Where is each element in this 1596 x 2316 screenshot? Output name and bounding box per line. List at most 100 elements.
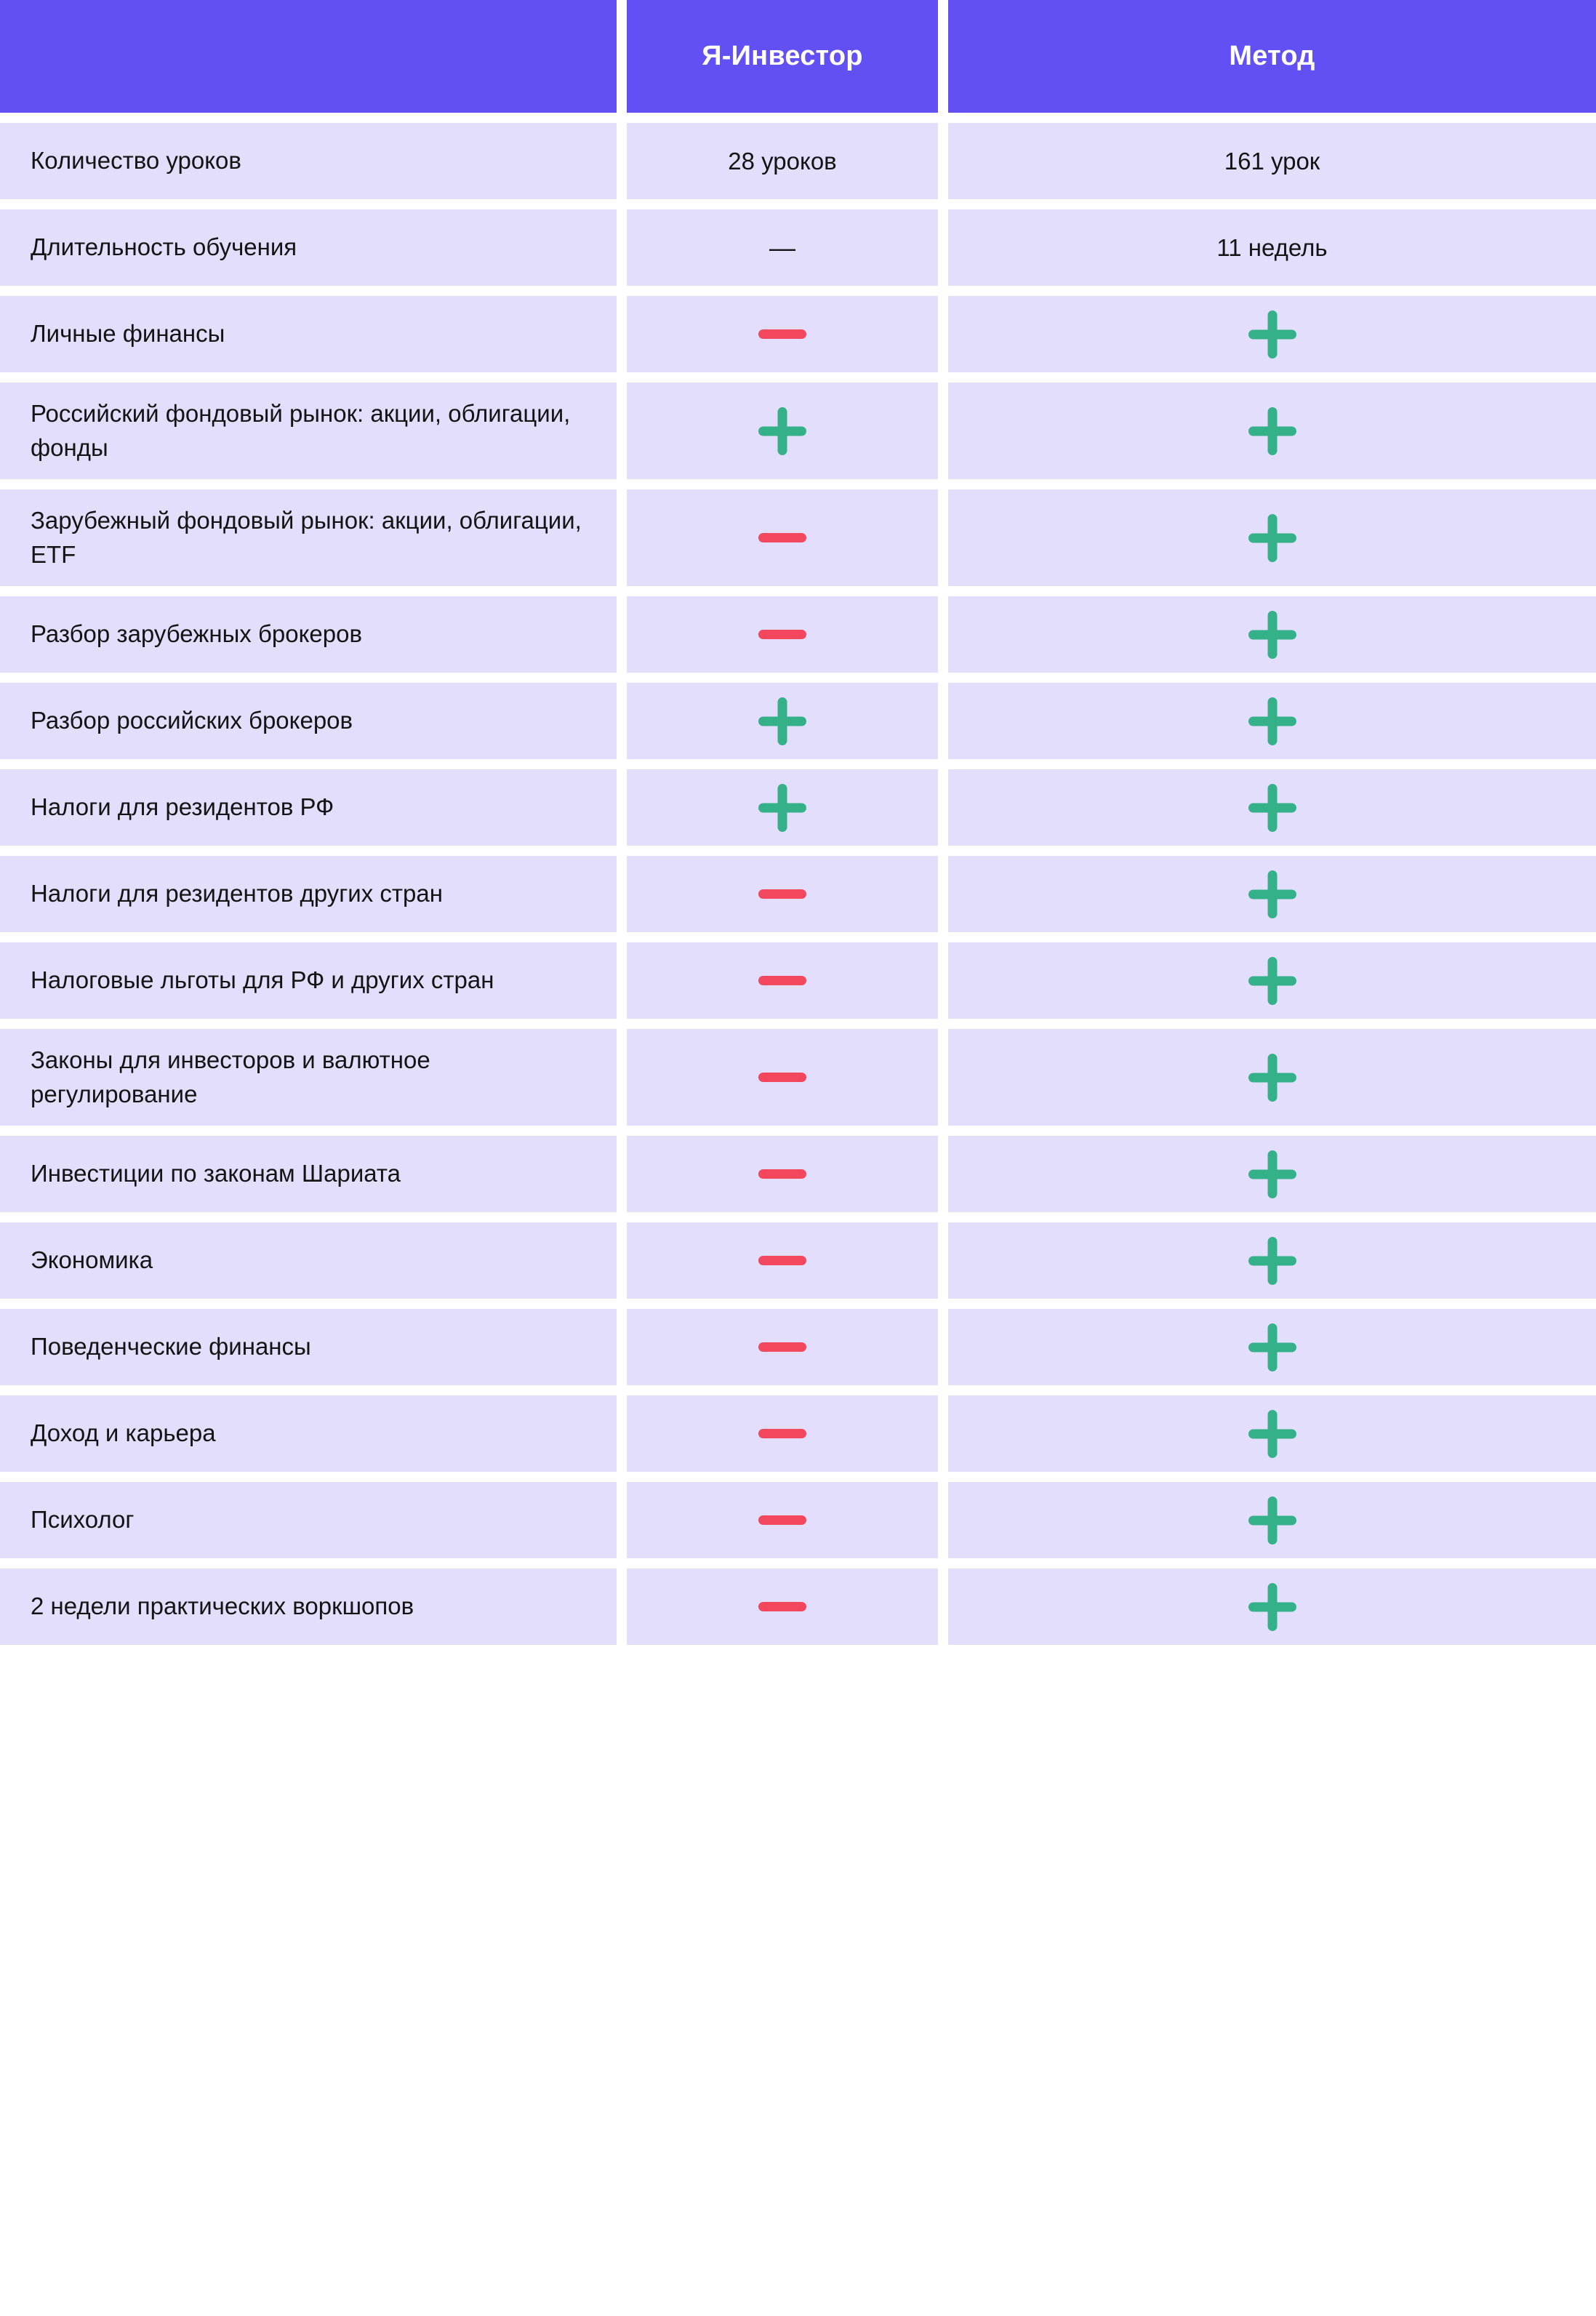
plus-icon: [1248, 697, 1296, 745]
plus-icon: [1248, 1496, 1296, 1544]
table-row: Российский фондовый рынок: акции, облига…: [0, 382, 1596, 479]
plus-icon: [1248, 514, 1296, 562]
minus-icon: [758, 630, 806, 639]
row-label-cell: Налоговые льготы для РФ и других стран: [0, 942, 617, 1019]
row-value-cell-metod: [948, 1482, 1596, 1558]
row-value-cell-ya-investor: [627, 856, 938, 932]
row-label-cell: Российский фондовый рынок: акции, облига…: [0, 382, 617, 479]
row-value-cell-ya-investor: [627, 1222, 938, 1299]
row-value-cell-ya-investor: [627, 1482, 938, 1558]
row-value-cell-metod: [948, 382, 1596, 479]
row-value-cell-metod: [948, 1136, 1596, 1212]
plus-icon: [1248, 407, 1296, 455]
row-value-cell-metod: [948, 942, 1596, 1019]
table-row: Психолог: [0, 1482, 1596, 1558]
row-label-cell: Количество уроков: [0, 123, 617, 199]
row-label-cell: Разбор зарубежных брокеров: [0, 596, 617, 673]
row-label-cell: Законы для инвесторов и валютное регулир…: [0, 1029, 617, 1126]
row-label-cell: Налоги для резидентов РФ: [0, 769, 617, 846]
minus-icon: [758, 1256, 806, 1265]
row-label: 2 недели практических воркшопов: [31, 1592, 414, 1620]
table-row: Доход и карьера: [0, 1395, 1596, 1472]
plus-icon: [1248, 310, 1296, 358]
row-label: Законы для инвесторов и валютное регулир…: [31, 1046, 430, 1107]
table-row: Законы для инвесторов и валютное регулир…: [0, 1029, 1596, 1126]
row-value-cell-metod: [948, 1029, 1596, 1126]
table-row: Налоги для резидентов других стран: [0, 856, 1596, 932]
table-row: Налоговые льготы для РФ и других стран: [0, 942, 1596, 1019]
row-label: Российский фондовый рынок: акции, облига…: [31, 399, 571, 461]
table-row: Поведенческие финансы: [0, 1309, 1596, 1385]
row-label-cell: Доход и карьера: [0, 1395, 617, 1472]
row-label-cell: Зарубежный фондовый рынок: акции, облига…: [0, 489, 617, 586]
row-label: Налоги для резидентов других стран: [31, 880, 443, 907]
row-value-cell-ya-investor: [627, 942, 938, 1019]
plus-icon: [1248, 1583, 1296, 1631]
plus-icon: [758, 697, 806, 745]
row-label: Личные финансы: [31, 320, 225, 348]
row-value-cell-ya-investor: [627, 683, 938, 759]
value-text: 28 уроков: [728, 147, 837, 175]
minus-icon: [758, 889, 806, 899]
row-value-cell-ya-investor: [627, 1395, 938, 1472]
table-row: Экономика: [0, 1222, 1596, 1299]
table-header-row: Я-Инвестор Метод: [0, 0, 1596, 113]
row-label: Разбор российских брокеров: [31, 707, 353, 734]
minus-icon: [758, 976, 806, 985]
table-row: Разбор российских брокеров: [0, 683, 1596, 759]
row-value-cell-metod: [948, 1222, 1596, 1299]
plus-icon: [1248, 1410, 1296, 1458]
minus-icon: [758, 1073, 806, 1082]
row-label: Длительность обучения: [31, 233, 297, 261]
table-row: Личные финансы: [0, 296, 1596, 372]
row-value-cell-metod: 161 урок: [948, 123, 1596, 199]
row-value-cell-ya-investor: 28 уроков: [627, 123, 938, 199]
row-label: Экономика: [31, 1246, 153, 1274]
row-value-cell-metod: [948, 856, 1596, 932]
row-value-cell-ya-investor: [627, 382, 938, 479]
row-label: Налоги для резидентов РФ: [31, 793, 334, 821]
row-value-cell-ya-investor: [627, 489, 938, 586]
plus-icon: [1248, 957, 1296, 1005]
row-label: Налоговые льготы для РФ и других стран: [31, 966, 494, 994]
row-value-cell-ya-investor: [627, 596, 938, 673]
row-label-cell: Психолог: [0, 1482, 617, 1558]
row-value-cell-ya-investor: [627, 769, 938, 846]
header-label-ya-investor: Я-Инвестор: [702, 41, 863, 71]
plus-icon: [1248, 611, 1296, 659]
value-text: 11 недель: [1216, 233, 1328, 261]
minus-icon: [758, 533, 806, 542]
header-cell-metod: Метод: [948, 0, 1596, 113]
row-label: Инвестиции по законам Шариата: [31, 1160, 401, 1187]
row-label-cell: Экономика: [0, 1222, 617, 1299]
table-row: Зарубежный фондовый рынок: акции, облига…: [0, 489, 1596, 586]
table-row: Разбор зарубежных брокеров: [0, 596, 1596, 673]
row-value-cell-metod: [948, 1309, 1596, 1385]
row-label-cell: Разбор российских брокеров: [0, 683, 617, 759]
row-label: Количество уроков: [31, 147, 241, 175]
minus-icon: [758, 1515, 806, 1525]
row-value-cell-ya-investor: —: [627, 209, 938, 286]
minus-icon: [758, 1342, 806, 1352]
value-text: 161 урок: [1224, 147, 1320, 175]
row-label: Поведенческие финансы: [31, 1333, 311, 1361]
value-dash: —: [769, 232, 795, 263]
row-label: Психолог: [31, 1506, 135, 1534]
header-cell-ya-investor: Я-Инвестор: [627, 0, 938, 113]
plus-icon: [1248, 784, 1296, 832]
plus-icon: [1248, 1323, 1296, 1371]
row-value-cell-ya-investor: [627, 1309, 938, 1385]
row-value-cell-ya-investor: [627, 1568, 938, 1645]
minus-icon: [758, 1169, 806, 1179]
plus-icon: [758, 407, 806, 455]
row-value-cell-metod: 11 недель: [948, 209, 1596, 286]
row-value-cell-ya-investor: [627, 1029, 938, 1126]
row-value-cell-metod: [948, 769, 1596, 846]
plus-icon: [1248, 870, 1296, 918]
row-value-cell-metod: [948, 596, 1596, 673]
row-value-cell-metod: [948, 683, 1596, 759]
minus-icon: [758, 329, 806, 339]
table-row: Длительность обучения — 11 недель: [0, 209, 1596, 286]
table-row: Количество уроков 28 уроков 161 урок: [0, 123, 1596, 199]
row-value-cell-metod: [948, 1395, 1596, 1472]
